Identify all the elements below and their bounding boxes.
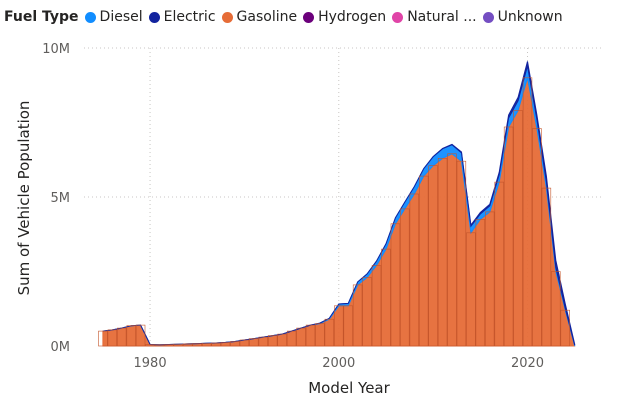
gasoline-bar [456, 160, 467, 347]
gasoline-bar [560, 309, 570, 347]
gasoline-bar [494, 181, 504, 347]
legend-label: Hydrogen [318, 9, 387, 25]
gasoline-bar [220, 342, 231, 347]
gasoline-bar [390, 223, 401, 347]
y-tick-label: 10M [42, 42, 70, 57]
legend-label: Electric [163, 9, 216, 25]
gasoline-bar [305, 324, 316, 347]
gasoline-bar [418, 175, 429, 347]
legend-label: Natural ... [407, 9, 477, 25]
gasoline-bar [324, 318, 334, 347]
gasoline-bar [513, 110, 523, 347]
gasoline-bar [484, 211, 495, 347]
x-tick-label: 1980 [134, 356, 167, 371]
gasoline-bar [334, 305, 344, 347]
gasoline-bar [145, 344, 155, 347]
y-tick-label: 5M [51, 191, 71, 206]
gasoline-bar [466, 232, 476, 347]
gasoline-bar [239, 339, 250, 347]
gasoline-bar [286, 330, 297, 347]
gasoline-bar [230, 341, 240, 347]
gasoline-bar [381, 248, 391, 347]
gasoline-bar [428, 165, 438, 347]
legend-label: Diesel [99, 9, 143, 25]
gasoline-bar [267, 335, 278, 347]
gasoline-bar [154, 344, 165, 347]
gasoline-bar [135, 324, 146, 347]
y-axis-title: Sum of Vehicle Population [15, 101, 33, 296]
gasoline-bar [400, 208, 410, 347]
gasoline-bar [249, 338, 259, 347]
legend-item-gasoline[interactable]: Gasoline [221, 9, 298, 25]
gasoline-bar [183, 343, 193, 347]
legend-item-natural[interactable]: Natural ... [392, 9, 477, 25]
gasoline-bar [98, 330, 108, 347]
gasoline-bar [503, 126, 514, 347]
gasoline-bar [352, 284, 363, 347]
legend-marker-icon [303, 11, 315, 23]
legend: Fuel Type Diesel Electric Gasoline Hydro… [4, 6, 569, 28]
gasoline-bar [362, 277, 372, 347]
gasoline-bar [409, 193, 419, 347]
legend-item-unknown[interactable]: Unknown [482, 9, 563, 25]
gasoline-bar [532, 128, 542, 347]
gasoline-bar [117, 327, 127, 347]
gasoline-bar [475, 219, 485, 347]
gasoline-bar [126, 325, 136, 347]
legend-item-electric[interactable]: Electric [148, 9, 216, 25]
legend-item-diesel[interactable]: Diesel [84, 9, 143, 25]
gasoline-bar [551, 271, 561, 347]
legend-marker-icon [148, 11, 160, 23]
gasoline-bar [447, 153, 457, 347]
legend-label: Gasoline [236, 9, 298, 25]
x-tick-label: 2000 [322, 356, 355, 371]
x-tick-label: 2020 [511, 356, 544, 371]
gasoline-bar [107, 329, 118, 347]
y-tick-label: 0M [51, 340, 71, 355]
gasoline-bar [202, 342, 212, 347]
legend-marker-icon [482, 11, 494, 23]
gasoline-bar [437, 158, 448, 347]
gasoline-bar [343, 305, 353, 347]
legend-marker-icon [221, 11, 233, 23]
gasoline-bar [258, 336, 268, 347]
gasoline-bar [522, 77, 533, 347]
gasoline-bar [211, 342, 221, 347]
legend-marker-icon [84, 11, 96, 23]
gasoline-bar [164, 344, 174, 347]
gasoline-bar [192, 343, 202, 347]
gasoline-bar [371, 265, 382, 347]
legend-label: Unknown [497, 9, 563, 25]
legend-marker-icon [392, 11, 404, 23]
gasoline-bar [173, 343, 183, 347]
x-axis-title: Model Year [308, 379, 390, 397]
gasoline-bar [541, 187, 552, 347]
legend-title: Fuel Type [4, 9, 79, 25]
legend-item-hydrogen[interactable]: Hydrogen [303, 9, 386, 25]
gasoline-bar [315, 323, 325, 347]
gasoline-bar [277, 333, 287, 347]
gasoline-bar [296, 327, 306, 347]
